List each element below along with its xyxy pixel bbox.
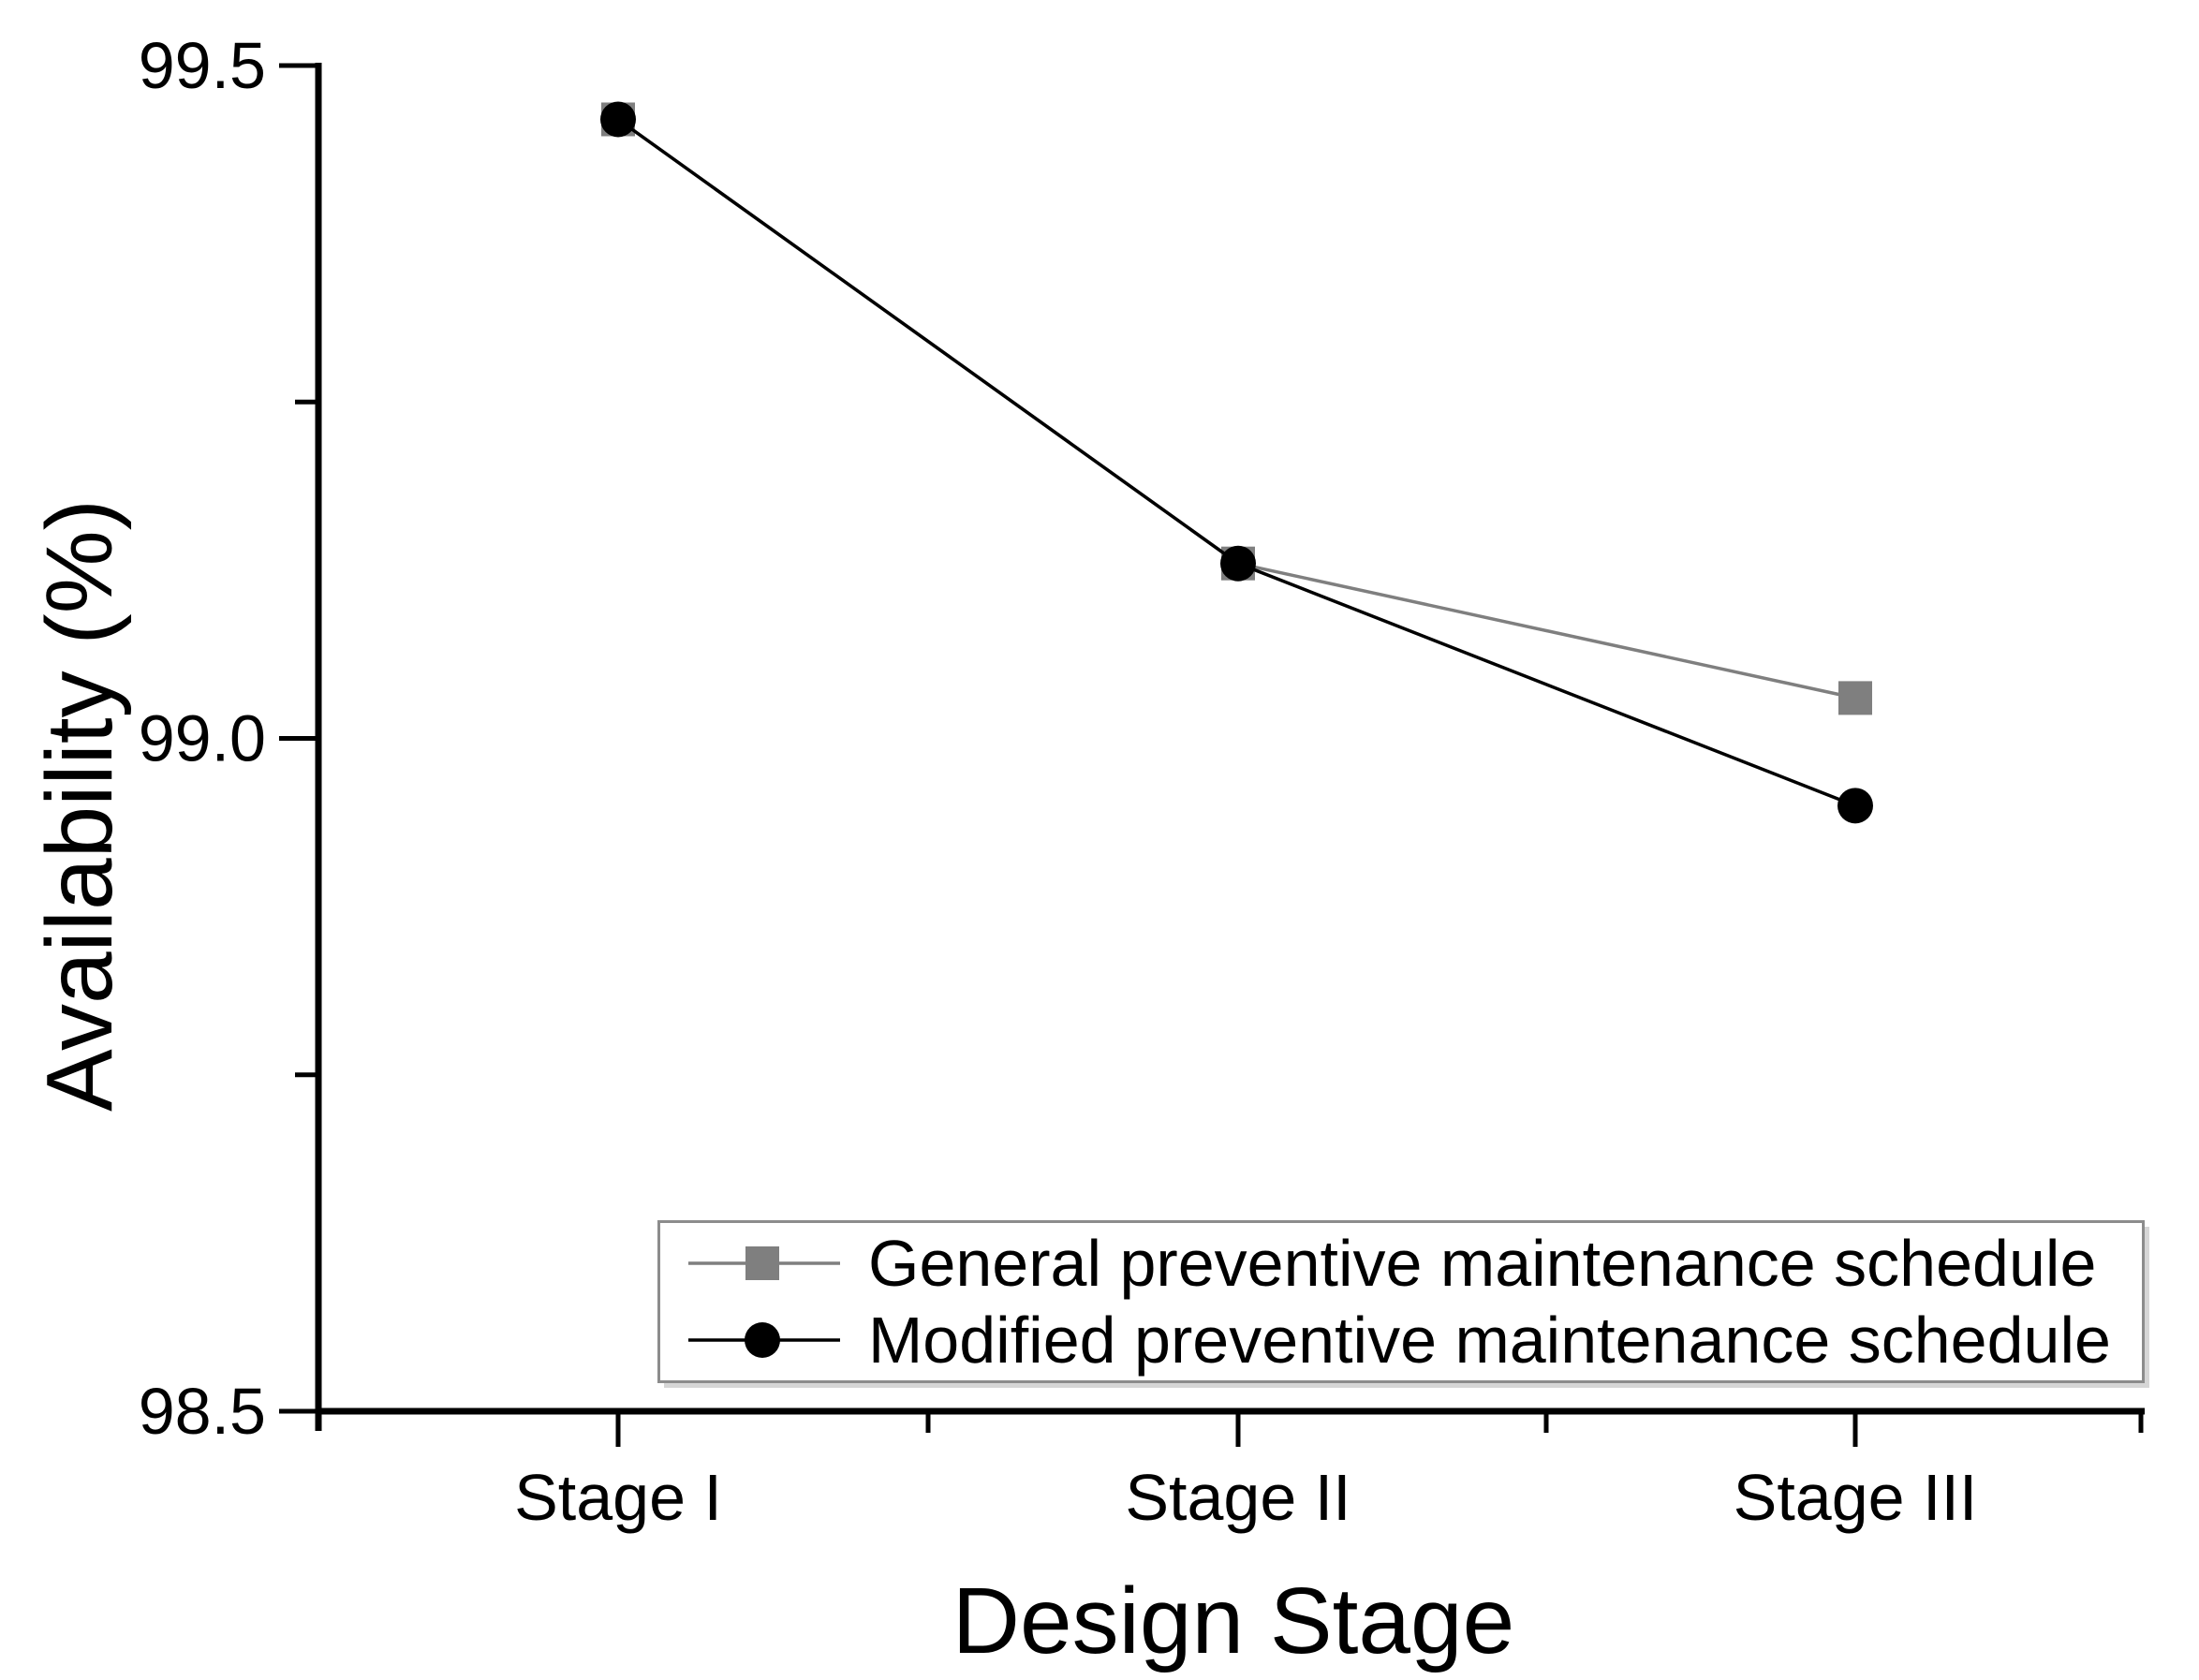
y-tick-label: 99.0 [139,702,266,775]
data-point-circle [1220,545,1256,582]
series-line-0 [616,118,1856,700]
legend: General preventive maintenance schedule … [657,1220,2145,1383]
legend-item-general: General preventive maintenance schedule [660,1225,2142,1302]
legend-item-modified: Modified preventive maintenance schedule [660,1302,2142,1378]
series-line-1 [616,118,1856,807]
data-point-circle [1837,788,1873,824]
data-point-square [1838,681,1872,715]
y-axis-title: Availability (%) [27,499,132,1112]
x-tick-label: Stage II [1125,1461,1350,1534]
y-tick-label: 99.5 [139,29,266,102]
data-point-circle [600,101,636,138]
x-tick-label: Stage III [1734,1461,1978,1534]
legend-label-general: General preventive maintenance schedule [868,1227,2097,1300]
circle-marker-icon [688,1322,840,1358]
legend-label-modified: Modified preventive maintenance schedule [868,1304,2111,1377]
x-tick-label: Stage I [514,1461,722,1534]
y-tick-label: 98.5 [139,1375,266,1448]
x-axis-title: Design Stage [952,1569,1515,1673]
square-marker-icon [688,1246,840,1280]
legend-marker-shape [745,1322,780,1358]
legend-marker-shape [745,1246,779,1280]
